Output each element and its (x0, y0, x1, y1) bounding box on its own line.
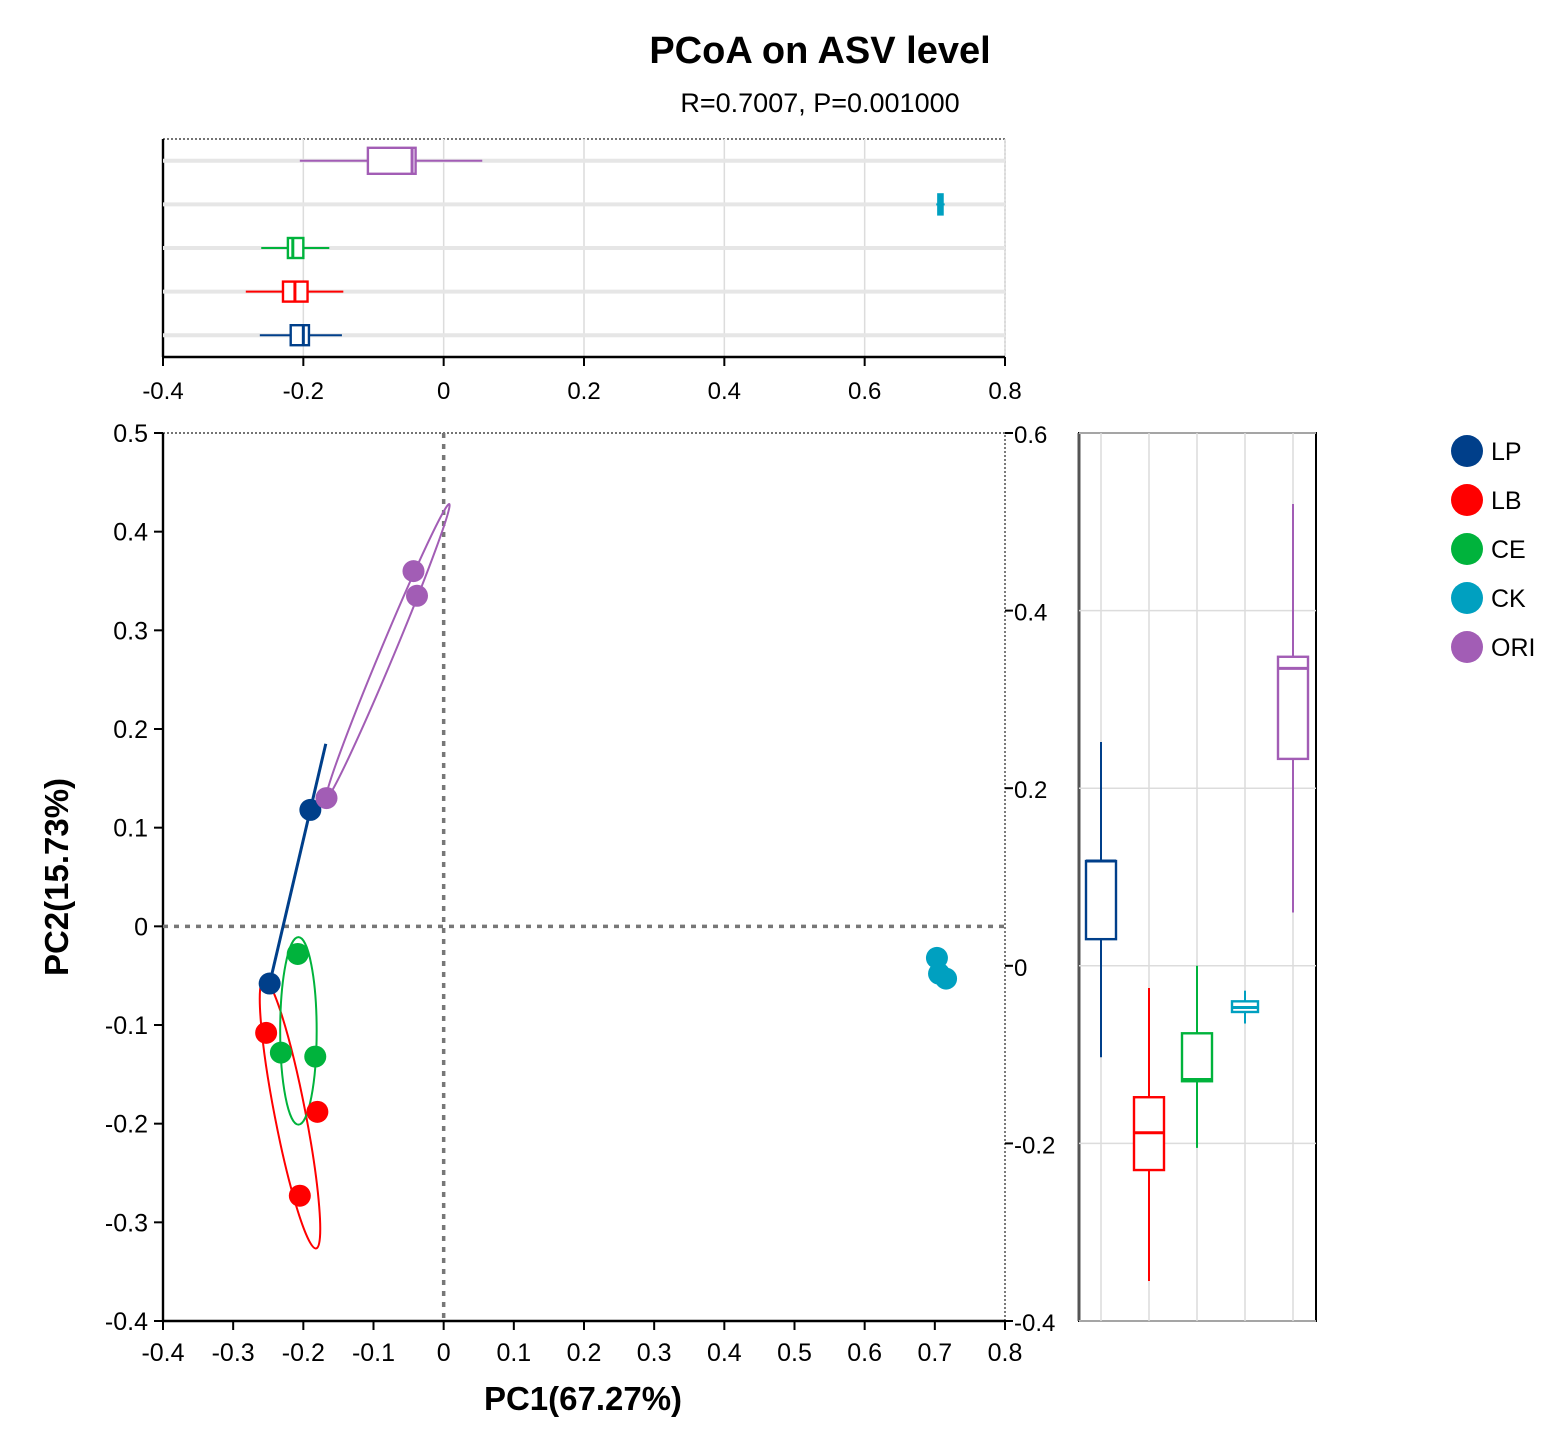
right-y-tick-label: 0.2 (1014, 777, 1047, 804)
x-tick-label: 0.6 (847, 1339, 882, 1367)
x-tick-label: 0.8 (988, 1339, 1023, 1367)
point-ce (304, 1045, 327, 1068)
top-box-lp (289, 324, 311, 347)
point-ce (269, 1041, 292, 1064)
x-tick-label: -0.4 (141, 1339, 184, 1367)
legend-label-ce: CE (1491, 536, 1526, 564)
y-tick-label: 0.1 (113, 815, 148, 843)
x-tick-label: 0.2 (567, 1339, 602, 1367)
legend-marker-ce (1451, 533, 1483, 565)
x-tick-label: -0.2 (282, 1339, 325, 1367)
x-tick-label: 0 (437, 1339, 451, 1367)
point-lb (306, 1100, 329, 1123)
right-boxplot-panel: -0.4 -0.2 0 0.2 0.4 0.6 (1005, 422, 1317, 1337)
point-ori (402, 560, 425, 583)
x-tick-label: 0.4 (707, 1339, 742, 1367)
point-ck (935, 967, 958, 990)
x-tick-label: 0.3 (637, 1339, 672, 1367)
point-lp (299, 798, 322, 821)
y-tick-label: -0.2 (105, 1111, 148, 1139)
top-x-tick-label: -0.4 (142, 378, 183, 405)
chart-title: PCoA on ASV level (649, 30, 990, 72)
y-tick-label: 0.4 (113, 519, 148, 547)
top-x-tick-label: 0.8 (988, 378, 1021, 405)
top-box-ori (366, 146, 417, 176)
point-ori (315, 787, 338, 810)
chart-subtitle: R=0.7007, P=0.001000 (680, 88, 959, 118)
right-box-ce (1180, 1032, 1214, 1083)
top-box-ce (286, 236, 305, 260)
legend-label-ck: CK (1491, 585, 1526, 613)
x-tick-label: 0.5 (777, 1339, 812, 1367)
top-x-tick-label: 0.4 (708, 378, 741, 405)
top-x-tick-label: 0.2 (567, 378, 600, 405)
scatter-panel: -0.4 -0.3 -0.2 -0.1 0 0.1 0.2 0.3 0.4 0.5 0.6 0.7 0.… (105, 420, 1022, 1367)
legend-label-lb: LB (1491, 487, 1522, 515)
legend-marker-ck (1451, 582, 1483, 614)
right-y-tick-label: 0.6 (1014, 422, 1047, 449)
top-x-tick-label: 0.6 (848, 378, 881, 405)
confidence-ellipse-ce (279, 936, 318, 1126)
legend-label-lp: LP (1491, 438, 1522, 466)
point-lb (255, 1021, 278, 1044)
legend-marker-lp (1451, 435, 1483, 467)
x-tick-label: 0.1 (496, 1339, 531, 1367)
right-box-ori (1276, 655, 1310, 761)
point-ce (286, 942, 309, 965)
top-boxplot-panel: -0.4 -0.2 0 0.2 0.4 0.6 0.8 (142, 138, 1022, 405)
y-tick-label: 0.2 (113, 716, 148, 744)
y-tick-label: 0 (134, 913, 148, 941)
legend-label-ori: ORI (1491, 634, 1535, 662)
right-y-tick-label: 0.4 (1014, 600, 1047, 627)
y-tick-label: 0.5 (113, 420, 148, 448)
confidence-ellipse-ori (325, 503, 451, 800)
point-lb (288, 1184, 311, 1207)
y-axis-title: PC2(15.73%) (38, 778, 75, 976)
x-axis-title: PC1(67.27%) (484, 1380, 682, 1417)
y-tick-label: -0.1 (105, 1012, 148, 1040)
scatter-frame (162, 432, 1006, 1322)
point-lp (258, 972, 281, 995)
top-x-tick-label: -0.2 (283, 378, 324, 405)
legend-marker-ori (1451, 631, 1483, 663)
right-y-tick-label: 0 (1014, 955, 1027, 982)
y-tick-label: 0.3 (113, 617, 148, 645)
confidence-ellipse-lp (268, 743, 328, 984)
y-tick-label: -0.3 (105, 1209, 148, 1237)
legend: LP LB CE CK ORI (1451, 435, 1535, 663)
point-ori (406, 584, 429, 607)
y-tick-label: -0.4 (105, 1308, 148, 1336)
right-y-tick-label: -0.4 (1014, 1310, 1055, 1337)
x-tick-label: -0.3 (212, 1339, 255, 1367)
right-box-lp (1084, 859, 1118, 941)
x-tick-label: 0.7 (917, 1339, 952, 1367)
right-y-tick-label: -0.2 (1014, 1132, 1055, 1159)
legend-marker-lb (1451, 484, 1483, 516)
x-tick-label: -0.1 (352, 1339, 395, 1367)
top-x-tick-label: 0 (437, 378, 450, 405)
